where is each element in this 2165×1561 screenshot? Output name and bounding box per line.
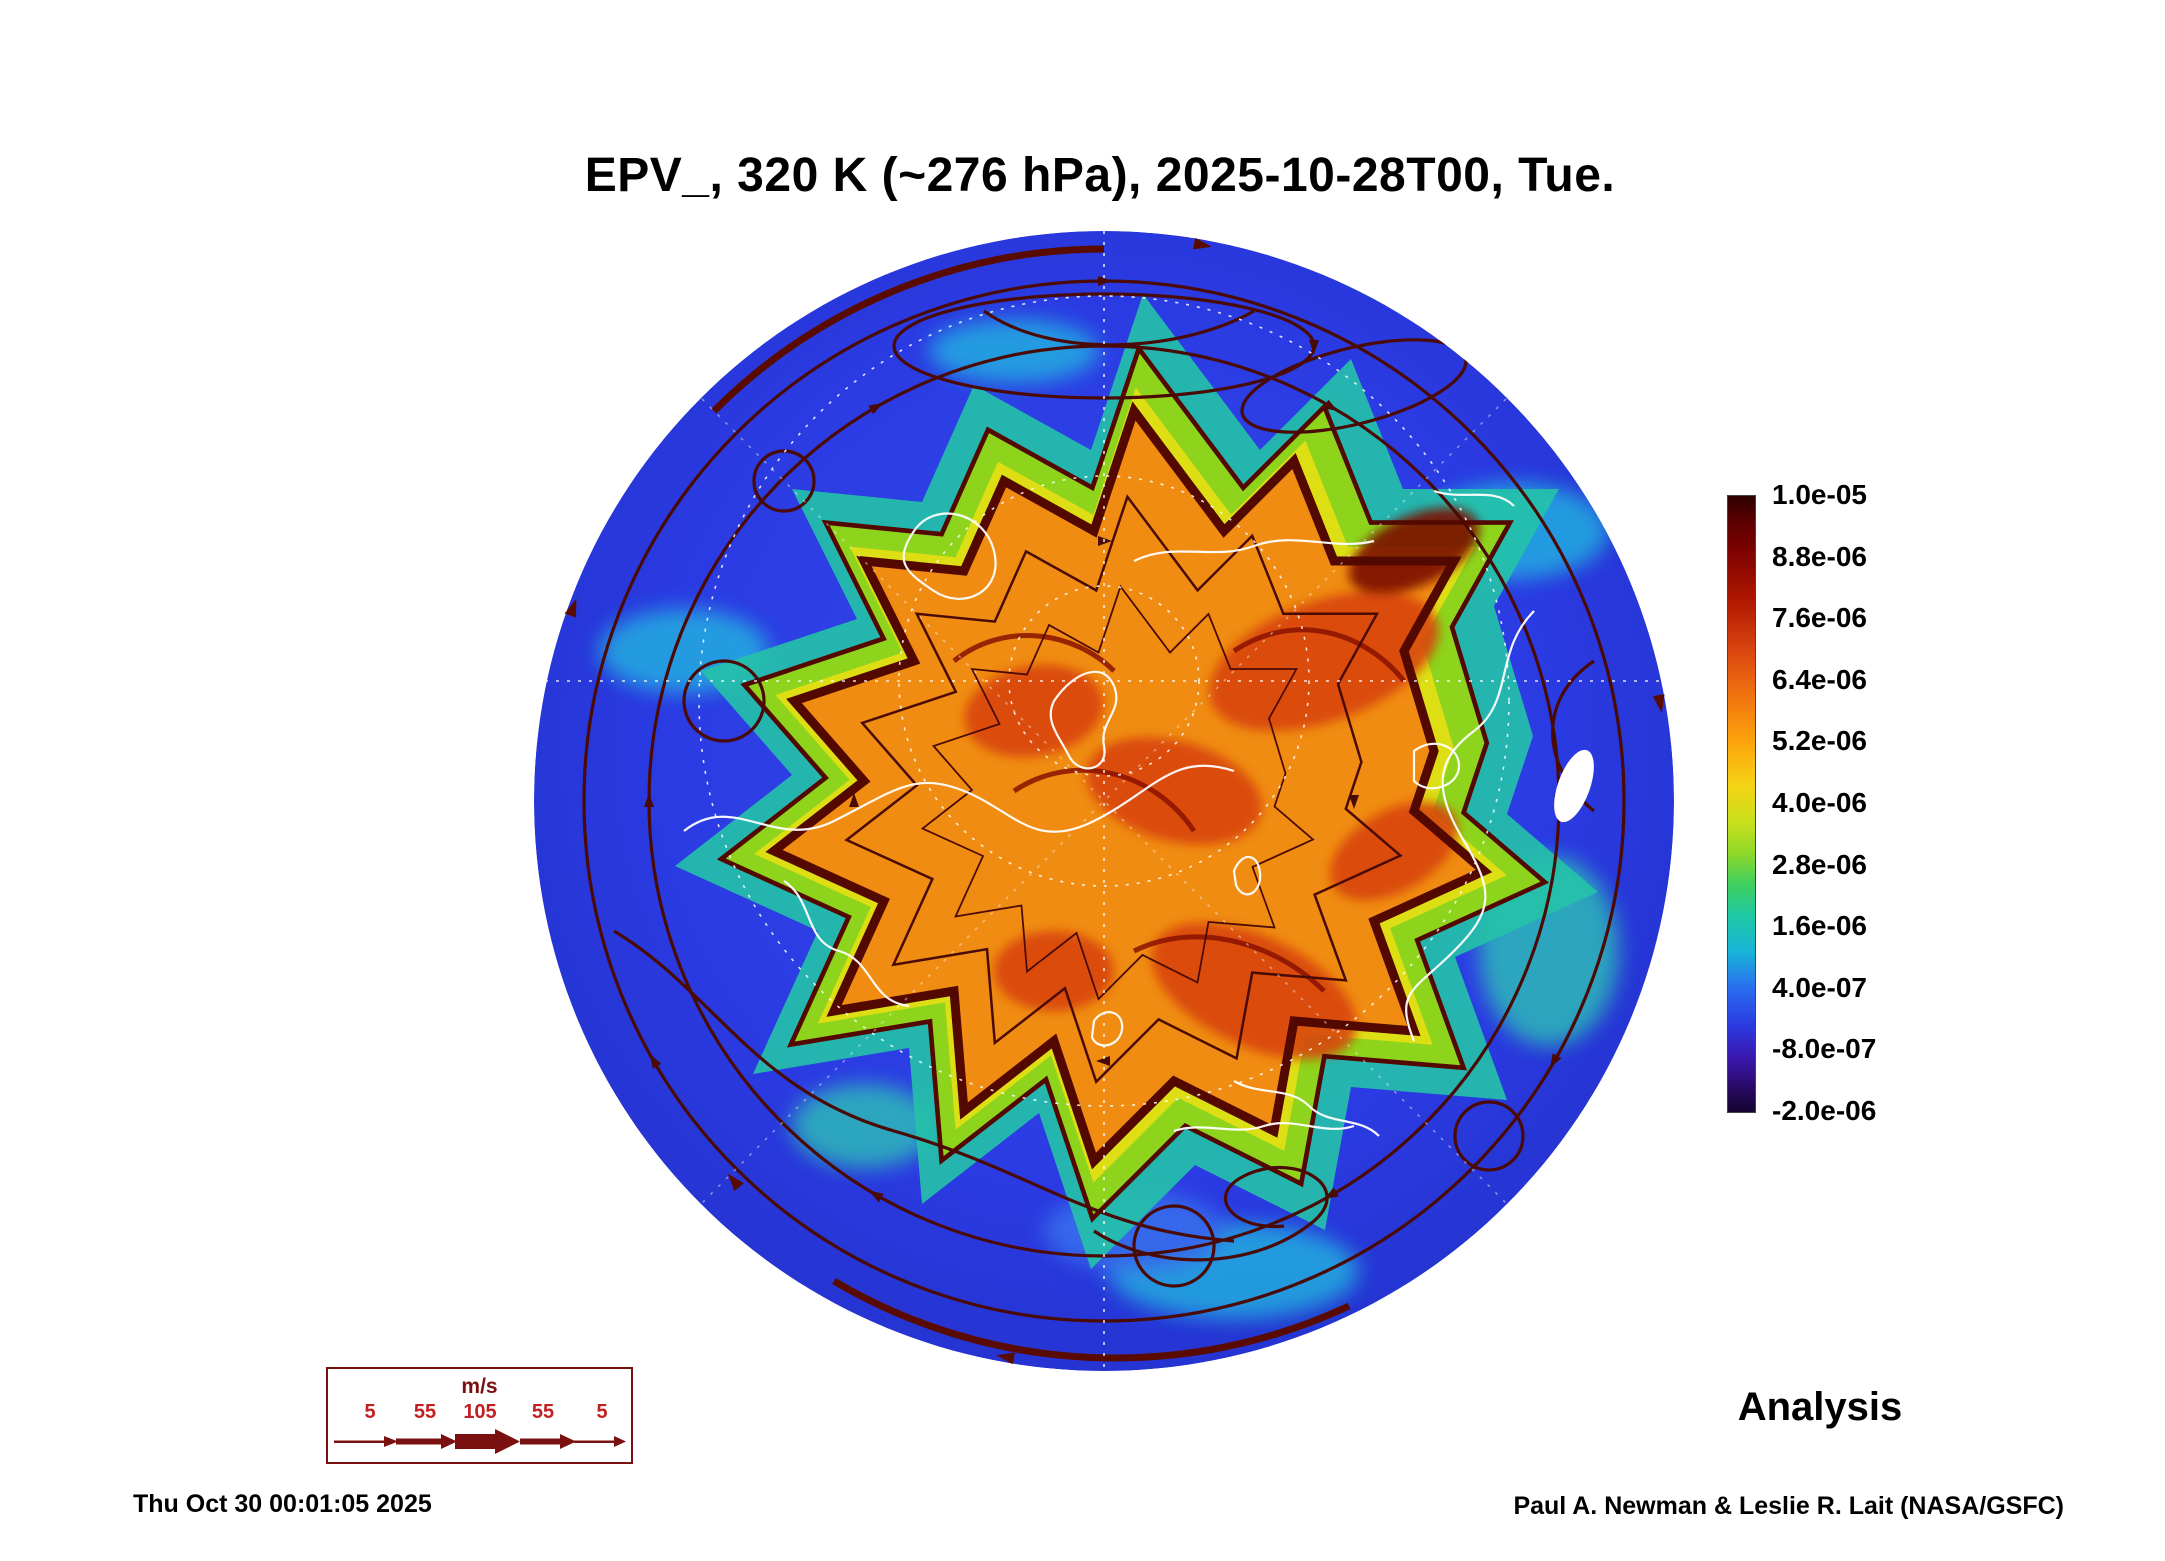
wind-units-label: m/s	[461, 1375, 498, 1398]
epv-field-layer	[534, 231, 1674, 1371]
wind-speed-legend: m/s 5 55 105 55 5	[326, 1367, 633, 1464]
wind-arrow-glyph	[334, 1429, 626, 1454]
colorbar-tick: 4.0e-07	[1772, 971, 1867, 1003]
data-void	[1554, 749, 1594, 823]
rim-arrows	[564, 237, 1665, 1365]
colorbar-tick: 5.2e-06	[1772, 725, 1867, 757]
wind-tick: 55	[413, 1401, 437, 1423]
colorbar-tick: 1.0e-05	[1772, 479, 1867, 510]
wind-tick: 105	[463, 1401, 497, 1423]
wind-tick: 5	[596, 1401, 608, 1423]
wind-tick: 5	[364, 1401, 376, 1423]
globe-map	[534, 231, 1674, 1371]
colorbar-gradient	[1727, 495, 1756, 1113]
colorbar-tick: 4.0e-06	[1772, 786, 1867, 818]
creation-timestamp: Thu Oct 30 00:01:05 2025	[133, 1490, 432, 1518]
graticule-layer	[534, 231, 1674, 1371]
globe-svg	[534, 231, 1674, 1371]
colorbar-tick: -2.0e-06	[1772, 1094, 1877, 1126]
page-title: EPV_, 320 K (~276 hPa), 2025-10-28T00, T…	[584, 149, 1616, 202]
coastlines-layer	[683, 489, 1535, 1137]
wind-tick: 55	[531, 1401, 555, 1423]
colorbar-tick: 8.8e-06	[1772, 540, 1867, 572]
colorbar-tick: 7.6e-06	[1772, 602, 1867, 634]
colorbar-labels: 1.0e-05 8.8e-06 7.6e-06 6.4e-06 5.2e-06 …	[1772, 481, 1876, 1125]
colorbar-tick: 2.8e-06	[1772, 848, 1867, 880]
credit-line: Paul A. Newman & Leslie R. Lait (NASA/GS…	[1513, 1492, 2064, 1520]
colorbar-tick: 6.4e-06	[1772, 663, 1867, 695]
colorbar-tick: 1.6e-06	[1772, 910, 1867, 942]
analysis-label: Analysis	[1737, 1385, 1903, 1429]
colorbar-tick: -8.0e-07	[1772, 1033, 1877, 1065]
